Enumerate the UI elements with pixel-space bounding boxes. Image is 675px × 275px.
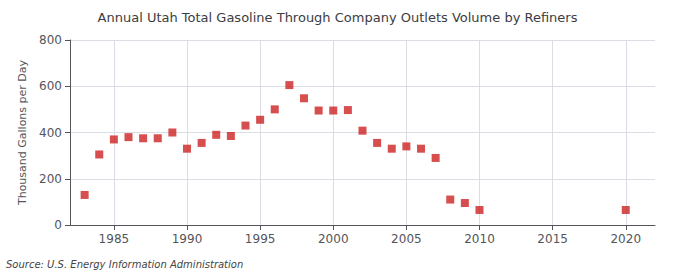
svg-text:1985: 1985 — [99, 232, 130, 246]
svg-text:Source: U.S. Energy Informatio: Source: U.S. Energy Information Administ… — [6, 259, 243, 270]
svg-text:1990: 1990 — [172, 232, 203, 246]
svg-text:2010: 2010 — [464, 232, 495, 246]
svg-text:0: 0 — [54, 218, 62, 232]
svg-text:2015: 2015 — [537, 232, 568, 246]
svg-text:Annual Utah Total Gasoline Thr: Annual Utah Total Gasoline Through Compa… — [98, 10, 578, 25]
svg-text:2000: 2000 — [318, 232, 349, 246]
svg-text:2020: 2020 — [610, 232, 641, 246]
svg-text:2005: 2005 — [391, 232, 422, 246]
svg-text:600: 600 — [39, 79, 62, 93]
svg-text:800: 800 — [39, 33, 62, 47]
svg-text:200: 200 — [39, 172, 62, 186]
svg-text:Thousand Gallons per Day: Thousand Gallons per Day — [16, 59, 29, 206]
svg-text:400: 400 — [39, 126, 62, 140]
svg-text:1995: 1995 — [245, 232, 276, 246]
